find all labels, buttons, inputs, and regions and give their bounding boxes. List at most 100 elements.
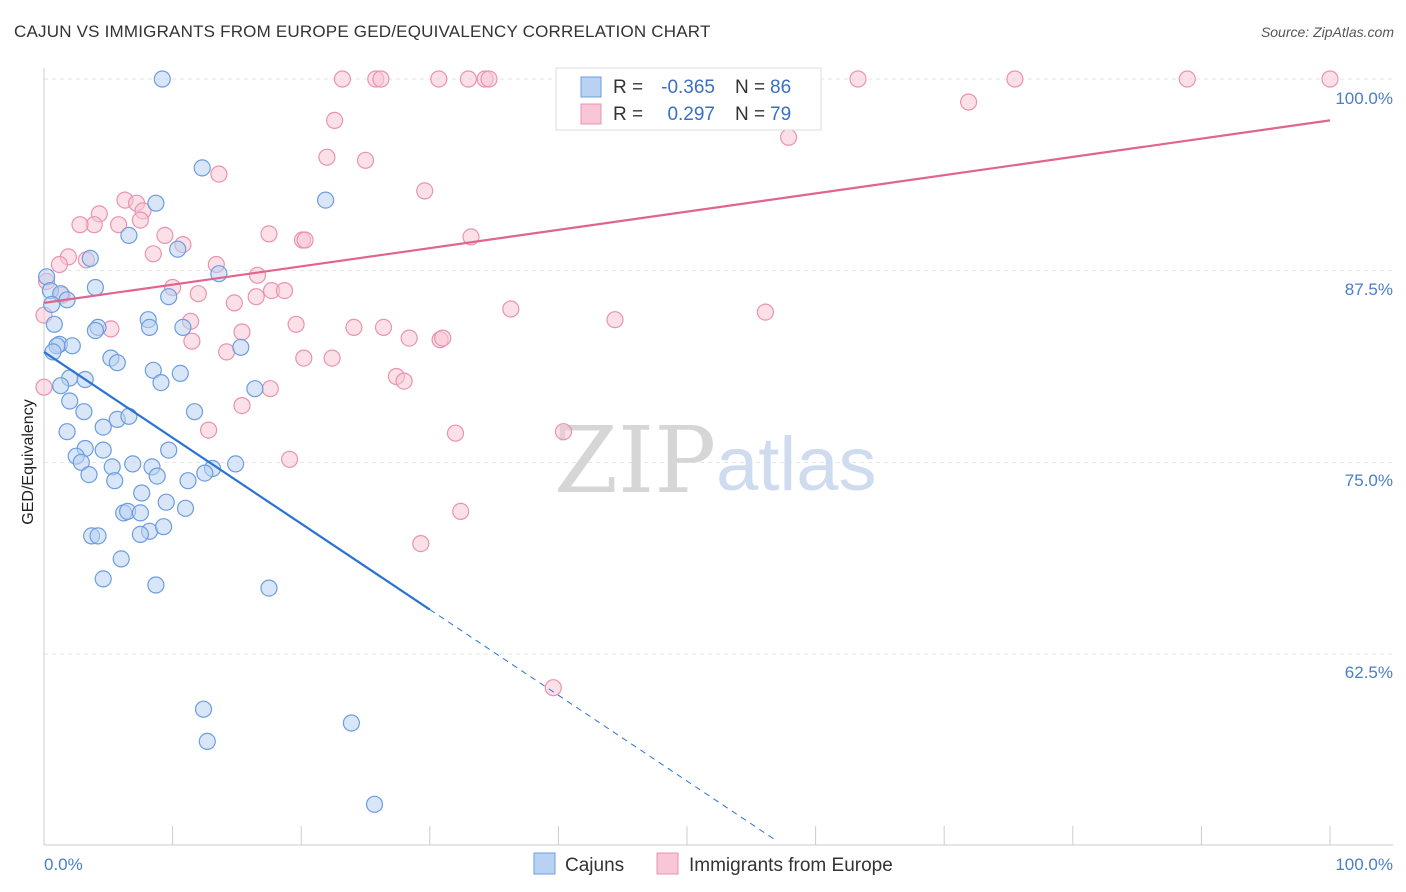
cajuns-point [227,455,245,473]
cajuns-point [169,240,187,258]
immigrants-point [372,70,390,88]
cajuns-point [124,455,142,473]
bottom-legend-label-cajuns: Cajuns [565,855,624,876]
immigrants-point [452,502,470,520]
cajuns-point [43,295,61,313]
immigrants-point [35,378,53,396]
cajuns-point [157,493,175,511]
immigrants-point [434,329,452,347]
cajuns-point [153,70,171,88]
cajuns-point [86,321,105,340]
legend-r-value-immigrants: 0.297 [667,104,715,125]
cajuns-point [52,377,70,395]
immigrants-point [356,151,375,169]
immigrants-point [200,421,218,439]
immigrants-point [446,424,465,442]
legend-r-label-cajuns: R = [613,77,643,98]
immigrants-point [318,148,336,166]
immigrants-point [287,315,305,333]
cajuns-point [133,484,151,502]
immigrants-point [779,128,798,146]
watermark-atlas: atlas [716,422,877,507]
legend-n-label-cajuns: N = [735,77,765,98]
bottom-legend-swatch-cajuns [533,852,556,875]
cajuns-point [94,570,112,588]
cajuns-point [365,795,384,813]
immigrants-point [248,266,267,284]
cajuns-point [160,441,178,459]
immigrants-point [295,349,313,367]
cajuns-point [131,525,149,544]
cajuns-point [89,527,107,545]
cajuns-point [194,700,213,718]
trend-lines [43,119,1331,842]
immigrants-point [233,323,251,341]
cajuns-point [260,579,278,597]
cajuns-point [112,550,130,568]
cajuns-point [185,403,204,421]
series-immigrants-from-europe [35,70,1339,697]
cajuns-point [72,453,90,471]
immigrants-point [1006,70,1024,88]
cajuns-point [45,315,63,333]
cajuns-point [246,380,264,398]
x-tick-label-min: 0.0% [44,855,83,874]
legend-swatch-cajuns [580,76,602,98]
immigrants-point [345,318,363,336]
immigrants-point [260,225,278,243]
immigrants-trend-line [43,119,1331,304]
immigrants-point [849,70,867,88]
immigrants-point [261,380,279,398]
legend-swatch-immigrants [580,103,602,125]
cajuns-point [147,576,165,594]
immigrants-point [218,343,236,361]
cajuns-point [58,423,76,441]
bottom-legend-swatch-immigrants [656,852,679,875]
correlation-legend: R = -0.365 N = 86 R = 0.297 N = 79 [555,67,822,131]
immigrants-point [959,93,978,111]
cajuns-point [120,407,138,425]
cajuns-point [317,191,335,209]
cajuns-point [155,518,173,536]
cajuns-point [174,318,192,336]
immigrants-point [275,282,294,300]
immigrants-point [281,450,299,468]
immigrants-point [430,70,448,88]
cajuns-point [86,278,105,297]
cajuns-point [81,249,99,267]
immigrants-point [296,231,314,249]
cajuns-point [171,364,189,382]
cajuns-point [148,467,166,485]
immigrants-point [333,70,351,88]
immigrants-point [210,165,228,183]
gridlines [44,78,1393,655]
cajuns-point [94,441,112,459]
cajuns-point [196,464,214,482]
immigrants-point [544,679,562,697]
legend-n-value-immigrants: 79 [770,104,791,125]
watermark-zip: ZIP [554,407,716,514]
y-axis-label: GED/Equivalency [20,399,37,524]
cajuns-point [144,361,162,379]
cajuns-point [63,337,81,355]
cajuns-point [106,472,124,490]
immigrants-point [326,111,344,130]
chart-title: CAJUN VS IMMIGRANTS FROM EUROPE GED/EQUI… [14,22,711,41]
cajuns-point [120,226,138,244]
immigrants-point [554,423,573,441]
immigrants-point [50,255,69,274]
immigrants-point [480,70,498,88]
immigrants-point [189,285,207,303]
cajuns-point [152,374,170,392]
cajuns-trend-extension [429,609,778,842]
y-tick-label-87-5: 87.5% [1345,280,1393,299]
y-tick-label-75: 75.0% [1345,471,1393,490]
cajuns-point [140,318,159,336]
immigrants-point [109,216,128,234]
immigrants-point [1178,70,1196,88]
series-cajuns [37,70,384,813]
legend-r-value-cajuns: -0.365 [661,77,715,98]
watermark: ZIP atlas [554,407,877,514]
cajuns-point [131,504,149,522]
cajuns-point [176,499,195,517]
